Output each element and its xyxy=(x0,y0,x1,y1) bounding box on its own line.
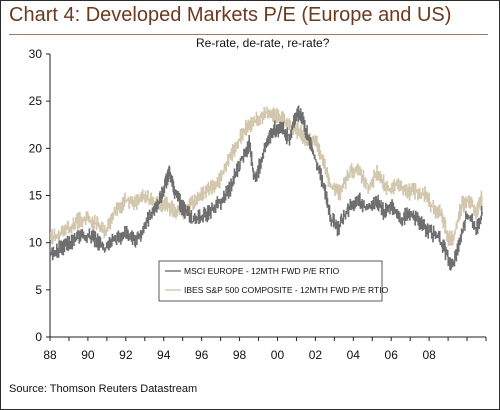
x-tick-label: 08 xyxy=(422,348,436,362)
chart-series xyxy=(50,105,483,271)
x-tick-label: 96 xyxy=(195,348,209,362)
y-tick-label: 25 xyxy=(29,94,43,108)
chart-subtitle: Re-rate, de-rate, re-rate? xyxy=(196,36,330,50)
x-tick-label: 04 xyxy=(347,348,361,362)
series-line-msci-europe xyxy=(50,105,483,271)
legend-label-ibes: IBES S&P 500 COMPOSITE - 12MTH FWD P/E R… xyxy=(184,285,389,295)
x-tick-label: 02 xyxy=(309,348,323,362)
x-tick-label: 92 xyxy=(119,348,133,362)
y-tick-label: 5 xyxy=(35,283,42,297)
legend-label-msci: MSCI EUROPE - 12MTH FWD P/E RTIO xyxy=(184,266,340,276)
x-tick-label: 94 xyxy=(157,348,171,362)
chart-legend: MSCI EUROPE - 12MTH FWD P/E RTIO IBES S&… xyxy=(158,260,389,302)
y-tick-label: 15 xyxy=(29,189,43,203)
title-divider xyxy=(9,34,488,35)
x-tick-label: 90 xyxy=(81,348,95,362)
y-tick-label: 10 xyxy=(29,236,43,250)
chart-axes: 0 5 10 15 20 25 30 88 90 92 94 96 98 00 02 04 06 08 xyxy=(29,47,487,362)
series-line-ibes-sp500 xyxy=(50,106,483,246)
y-tick-label: 30 xyxy=(29,47,43,61)
legend-box xyxy=(158,260,383,302)
source-note: Source: Thomson Reuters Datastream xyxy=(9,383,198,395)
y-tick-label: 0 xyxy=(35,330,42,344)
y-tick-label: 20 xyxy=(29,141,43,155)
x-tick-label: 06 xyxy=(385,348,399,362)
x-tick-label: 00 xyxy=(271,348,285,362)
x-tick-label: 88 xyxy=(43,348,57,362)
chart-title: Chart 4: Developed Markets P/E (Europe a… xyxy=(9,4,452,26)
x-tick-label: 98 xyxy=(233,348,247,362)
